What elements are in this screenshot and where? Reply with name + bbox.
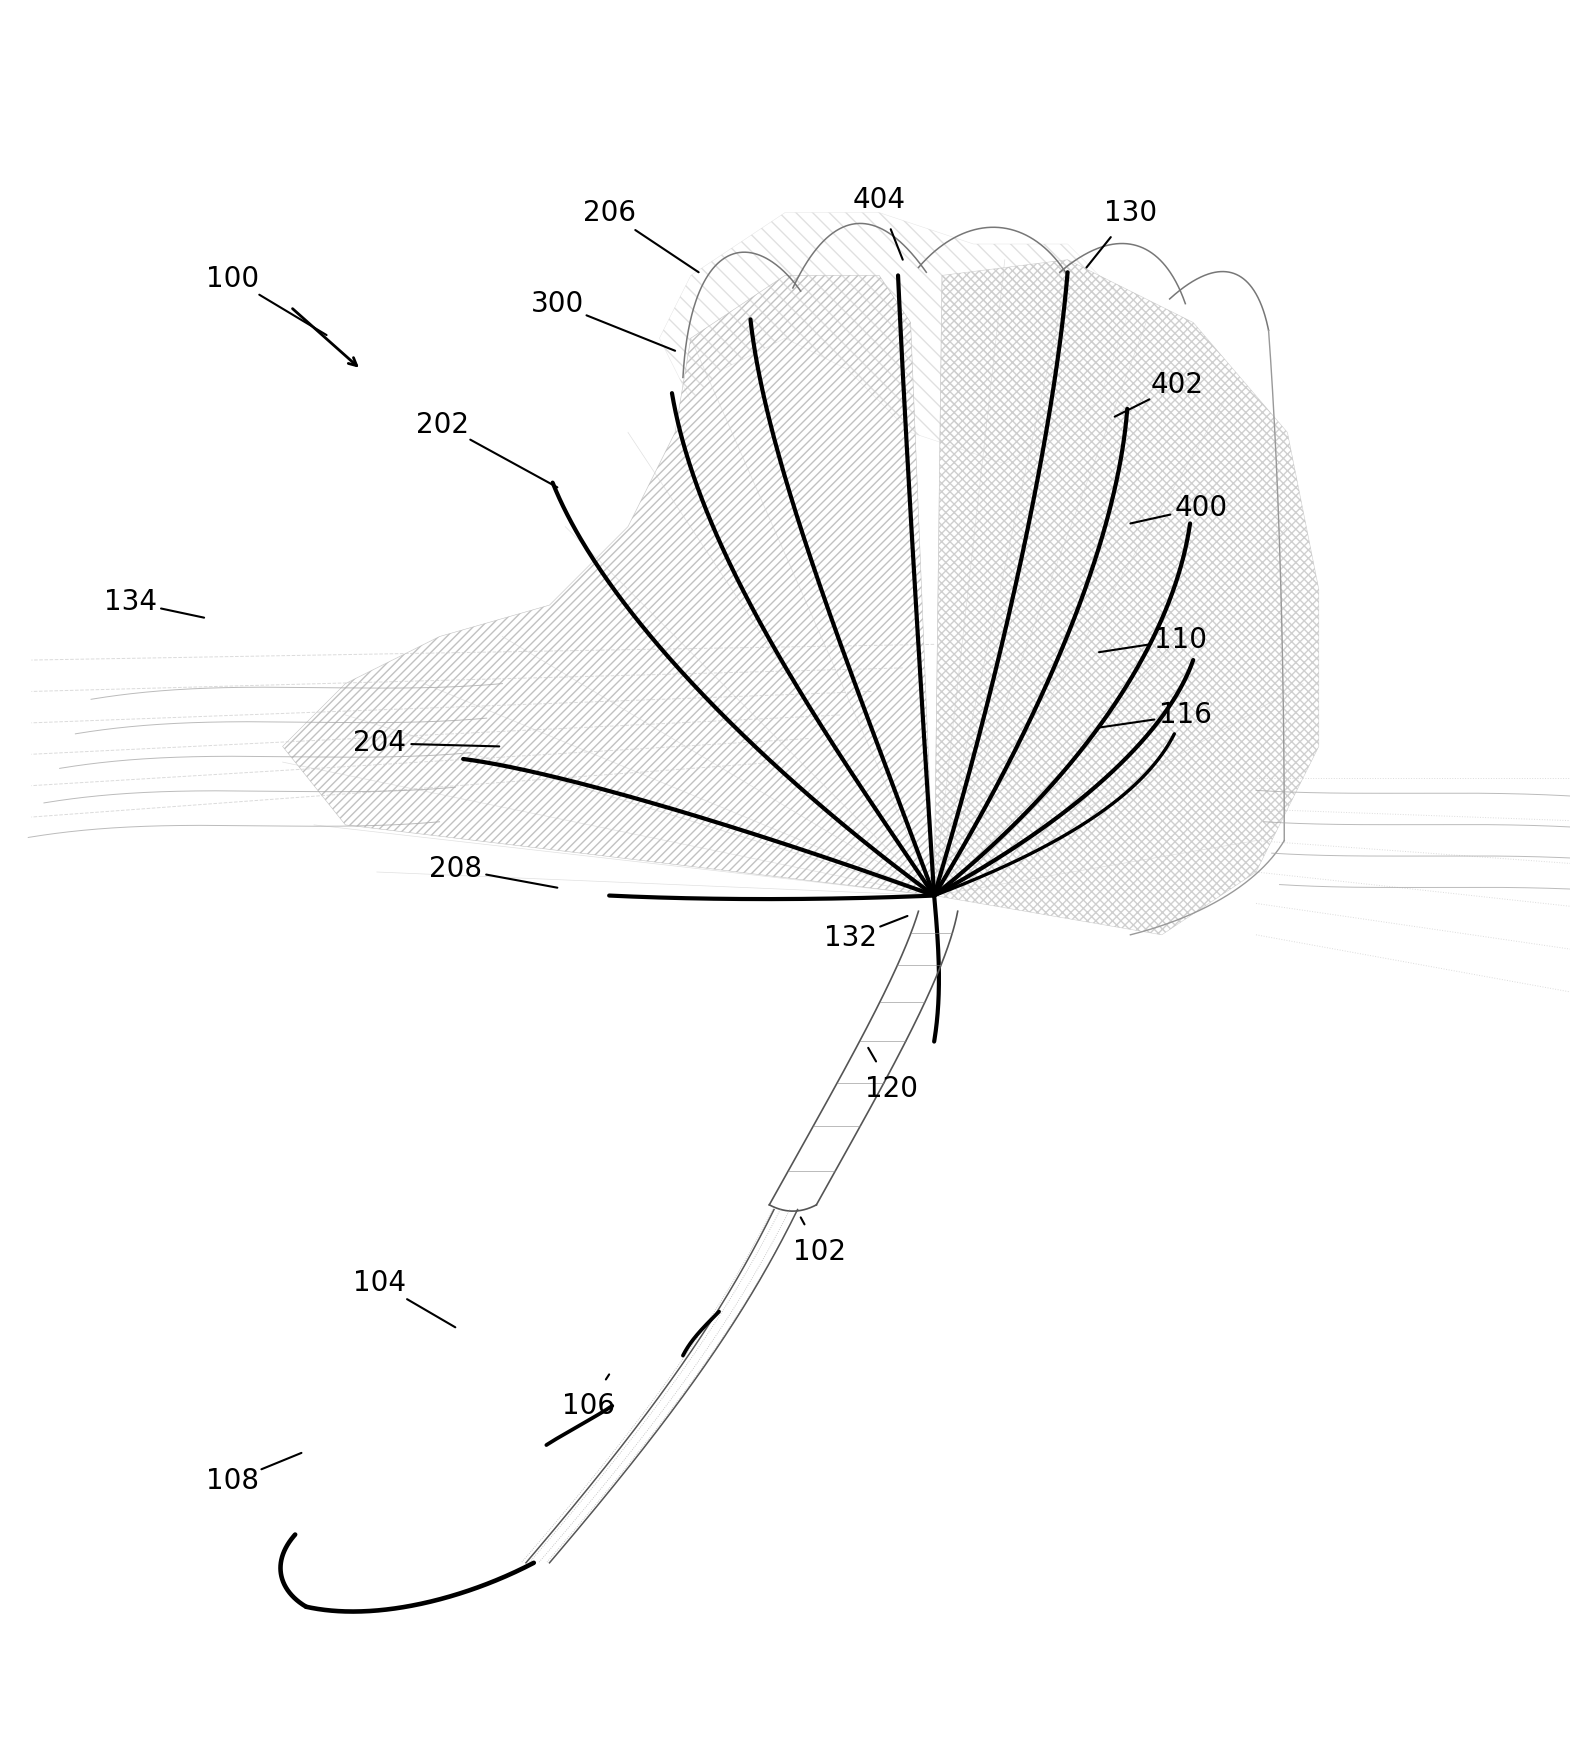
Text: 132: 132 bbox=[824, 924, 878, 952]
Text: 204: 204 bbox=[353, 729, 407, 757]
Text: 202: 202 bbox=[416, 410, 469, 438]
Text: 120: 120 bbox=[865, 1074, 918, 1102]
Text: 108: 108 bbox=[206, 1467, 259, 1495]
Text: 400: 400 bbox=[1174, 494, 1228, 521]
Text: 300: 300 bbox=[531, 290, 584, 317]
Text: 206: 206 bbox=[582, 199, 636, 227]
Text: 402: 402 bbox=[1151, 371, 1204, 399]
Text: 130: 130 bbox=[1104, 199, 1157, 227]
Text: 102: 102 bbox=[793, 1238, 846, 1266]
Text: 100: 100 bbox=[206, 265, 259, 293]
Text: 134: 134 bbox=[104, 588, 157, 616]
Text: 106: 106 bbox=[562, 1392, 615, 1420]
Text: 104: 104 bbox=[353, 1270, 407, 1298]
Text: 110: 110 bbox=[1154, 626, 1207, 654]
Text: 404: 404 bbox=[853, 187, 906, 215]
Text: 116: 116 bbox=[1159, 701, 1212, 729]
Text: 208: 208 bbox=[429, 855, 482, 882]
